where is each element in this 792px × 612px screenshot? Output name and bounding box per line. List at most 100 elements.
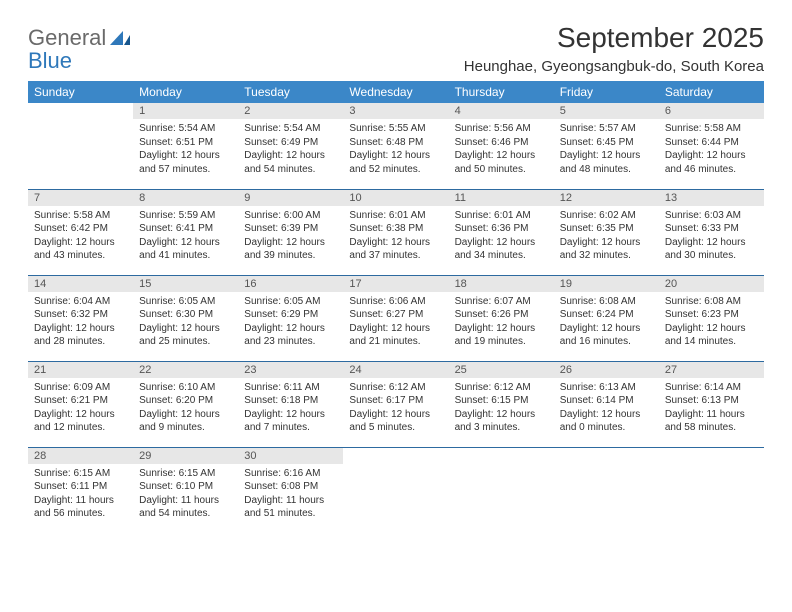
sunrise-text: Sunrise: 5:58 AM bbox=[665, 122, 758, 136]
logo: General Blue bbox=[28, 26, 130, 73]
sunrise-text: Sunrise: 6:12 AM bbox=[455, 381, 548, 395]
sunrise-text: Sunrise: 6:06 AM bbox=[349, 295, 442, 309]
sunset-text: Sunset: 6:13 PM bbox=[665, 394, 758, 408]
daylight-text: Daylight: 12 hours and 21 minutes. bbox=[349, 322, 442, 349]
location-text: Heunghae, Gyeongsangbuk-do, South Korea bbox=[464, 58, 764, 75]
day-number: 6 bbox=[659, 103, 764, 119]
daylight-text: Daylight: 12 hours and 37 minutes. bbox=[349, 236, 442, 263]
logo-sail-icon bbox=[110, 31, 130, 45]
sunrise-text: Sunrise: 5:57 AM bbox=[560, 122, 653, 136]
day-content: Sunrise: 6:15 AMSunset: 6:10 PMDaylight:… bbox=[133, 464, 238, 526]
calendar-cell: 4Sunrise: 5:56 AMSunset: 6:46 PMDaylight… bbox=[449, 103, 554, 189]
sunrise-text: Sunrise: 6:15 AM bbox=[139, 467, 232, 481]
daylight-text: Daylight: 12 hours and 30 minutes. bbox=[665, 236, 758, 263]
calendar-cell: 6Sunrise: 5:58 AMSunset: 6:44 PMDaylight… bbox=[659, 103, 764, 189]
calendar-week-row: 28Sunrise: 6:15 AMSunset: 6:11 PMDayligh… bbox=[28, 447, 764, 533]
calendar-cell: 22Sunrise: 6:10 AMSunset: 6:20 PMDayligh… bbox=[133, 361, 238, 447]
calendar-cell: 12Sunrise: 6:02 AMSunset: 6:35 PMDayligh… bbox=[554, 189, 659, 275]
day-content: Sunrise: 6:01 AMSunset: 6:36 PMDaylight:… bbox=[449, 206, 554, 268]
daylight-text: Daylight: 12 hours and 43 minutes. bbox=[34, 236, 127, 263]
day-number: 22 bbox=[133, 362, 238, 378]
day-number: 3 bbox=[343, 103, 448, 119]
logo-word2: Blue bbox=[28, 48, 72, 73]
sunrise-text: Sunrise: 6:05 AM bbox=[139, 295, 232, 309]
calendar-cell bbox=[554, 447, 659, 533]
sunset-text: Sunset: 6:48 PM bbox=[349, 136, 442, 150]
sunrise-text: Sunrise: 6:10 AM bbox=[139, 381, 232, 395]
day-content: Sunrise: 6:13 AMSunset: 6:14 PMDaylight:… bbox=[554, 378, 659, 440]
sunrise-text: Sunrise: 6:16 AM bbox=[244, 467, 337, 481]
day-number: 20 bbox=[659, 276, 764, 292]
day-content: Sunrise: 5:58 AMSunset: 6:42 PMDaylight:… bbox=[28, 206, 133, 268]
day-content: Sunrise: 5:54 AMSunset: 6:49 PMDaylight:… bbox=[238, 119, 343, 181]
sunset-text: Sunset: 6:11 PM bbox=[34, 480, 127, 494]
calendar-cell: 9Sunrise: 6:00 AMSunset: 6:39 PMDaylight… bbox=[238, 189, 343, 275]
daylight-text: Daylight: 12 hours and 19 minutes. bbox=[455, 322, 548, 349]
daylight-text: Daylight: 12 hours and 48 minutes. bbox=[560, 149, 653, 176]
sunset-text: Sunset: 6:33 PM bbox=[665, 222, 758, 236]
day-number: 19 bbox=[554, 276, 659, 292]
sunrise-text: Sunrise: 5:55 AM bbox=[349, 122, 442, 136]
day-number: 8 bbox=[133, 190, 238, 206]
day-content: Sunrise: 6:01 AMSunset: 6:38 PMDaylight:… bbox=[343, 206, 448, 268]
weekday-header: Saturday bbox=[659, 81, 764, 103]
daylight-text: Daylight: 12 hours and 0 minutes. bbox=[560, 408, 653, 435]
daylight-text: Daylight: 12 hours and 50 minutes. bbox=[455, 149, 548, 176]
day-number: 1 bbox=[133, 103, 238, 119]
daylight-text: Daylight: 12 hours and 28 minutes. bbox=[34, 322, 127, 349]
day-content: Sunrise: 6:02 AMSunset: 6:35 PMDaylight:… bbox=[554, 206, 659, 268]
calendar-cell bbox=[449, 447, 554, 533]
weekday-header: Tuesday bbox=[238, 81, 343, 103]
calendar-cell: 23Sunrise: 6:11 AMSunset: 6:18 PMDayligh… bbox=[238, 361, 343, 447]
day-content: Sunrise: 6:12 AMSunset: 6:17 PMDaylight:… bbox=[343, 378, 448, 440]
sunrise-text: Sunrise: 5:56 AM bbox=[455, 122, 548, 136]
calendar-cell bbox=[659, 447, 764, 533]
day-content: Sunrise: 6:10 AMSunset: 6:20 PMDaylight:… bbox=[133, 378, 238, 440]
daylight-text: Daylight: 11 hours and 51 minutes. bbox=[244, 494, 337, 521]
sunrise-text: Sunrise: 6:00 AM bbox=[244, 209, 337, 223]
daylight-text: Daylight: 12 hours and 25 minutes. bbox=[139, 322, 232, 349]
sunset-text: Sunset: 6:23 PM bbox=[665, 308, 758, 322]
calendar-cell: 5Sunrise: 5:57 AMSunset: 6:45 PMDaylight… bbox=[554, 103, 659, 189]
day-content: Sunrise: 6:12 AMSunset: 6:15 PMDaylight:… bbox=[449, 378, 554, 440]
daylight-text: Daylight: 12 hours and 16 minutes. bbox=[560, 322, 653, 349]
weekday-header-row: Sunday Monday Tuesday Wednesday Thursday… bbox=[28, 81, 764, 103]
day-content: Sunrise: 6:00 AMSunset: 6:39 PMDaylight:… bbox=[238, 206, 343, 268]
day-content: Sunrise: 5:57 AMSunset: 6:45 PMDaylight:… bbox=[554, 119, 659, 181]
day-content: Sunrise: 6:16 AMSunset: 6:08 PMDaylight:… bbox=[238, 464, 343, 526]
sunrise-text: Sunrise: 6:14 AM bbox=[665, 381, 758, 395]
daylight-text: Daylight: 12 hours and 23 minutes. bbox=[244, 322, 337, 349]
sunset-text: Sunset: 6:30 PM bbox=[139, 308, 232, 322]
calendar-cell bbox=[28, 103, 133, 189]
sunset-text: Sunset: 6:24 PM bbox=[560, 308, 653, 322]
day-content: Sunrise: 6:06 AMSunset: 6:27 PMDaylight:… bbox=[343, 292, 448, 354]
day-number: 27 bbox=[659, 362, 764, 378]
calendar-cell: 25Sunrise: 6:12 AMSunset: 6:15 PMDayligh… bbox=[449, 361, 554, 447]
day-content: Sunrise: 5:54 AMSunset: 6:51 PMDaylight:… bbox=[133, 119, 238, 181]
sunset-text: Sunset: 6:08 PM bbox=[244, 480, 337, 494]
daylight-text: Daylight: 12 hours and 5 minutes. bbox=[349, 408, 442, 435]
calendar-cell: 21Sunrise: 6:09 AMSunset: 6:21 PMDayligh… bbox=[28, 361, 133, 447]
sunrise-text: Sunrise: 6:04 AM bbox=[34, 295, 127, 309]
day-number: 11 bbox=[449, 190, 554, 206]
sunrise-text: Sunrise: 6:11 AM bbox=[244, 381, 337, 395]
sunrise-text: Sunrise: 6:05 AM bbox=[244, 295, 337, 309]
day-number: 25 bbox=[449, 362, 554, 378]
sunset-text: Sunset: 6:18 PM bbox=[244, 394, 337, 408]
day-number: 10 bbox=[343, 190, 448, 206]
sunset-text: Sunset: 6:14 PM bbox=[560, 394, 653, 408]
sunrise-text: Sunrise: 5:54 AM bbox=[244, 122, 337, 136]
sunset-text: Sunset: 6:35 PM bbox=[560, 222, 653, 236]
sunset-text: Sunset: 6:32 PM bbox=[34, 308, 127, 322]
day-number: 7 bbox=[28, 190, 133, 206]
calendar-cell: 24Sunrise: 6:12 AMSunset: 6:17 PMDayligh… bbox=[343, 361, 448, 447]
day-number: 24 bbox=[343, 362, 448, 378]
page-title: September 2025 bbox=[464, 22, 764, 54]
calendar-cell: 17Sunrise: 6:06 AMSunset: 6:27 PMDayligh… bbox=[343, 275, 448, 361]
day-content: Sunrise: 5:55 AMSunset: 6:48 PMDaylight:… bbox=[343, 119, 448, 181]
sunset-text: Sunset: 6:51 PM bbox=[139, 136, 232, 150]
calendar-cell: 18Sunrise: 6:07 AMSunset: 6:26 PMDayligh… bbox=[449, 275, 554, 361]
calendar-cell: 3Sunrise: 5:55 AMSunset: 6:48 PMDaylight… bbox=[343, 103, 448, 189]
day-content: Sunrise: 5:58 AMSunset: 6:44 PMDaylight:… bbox=[659, 119, 764, 181]
daylight-text: Daylight: 12 hours and 14 minutes. bbox=[665, 322, 758, 349]
